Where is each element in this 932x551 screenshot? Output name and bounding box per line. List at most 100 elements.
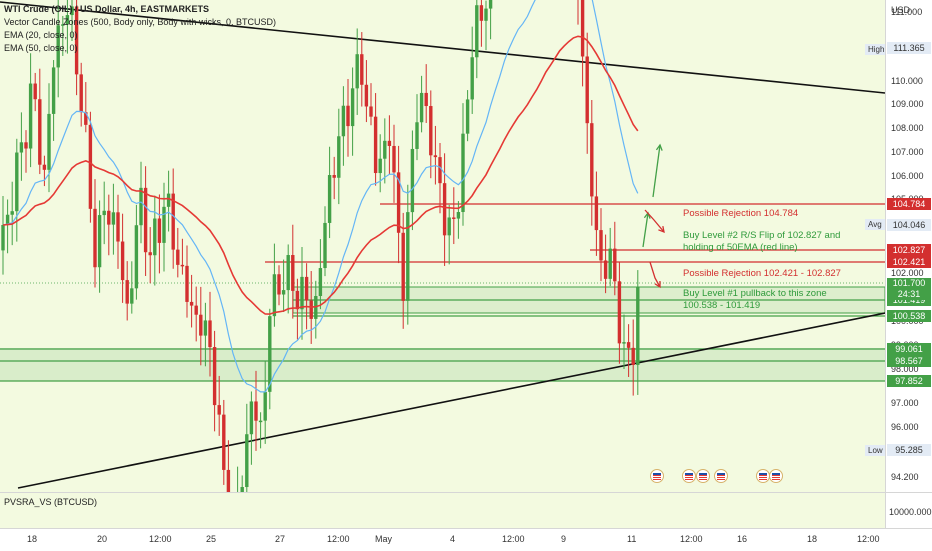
candle-body [369,106,373,117]
candle-body [199,314,203,336]
candle-body [107,210,111,225]
symbol-title[interactable]: WTI Crude (OIL) / US Dollar, 4h, EASTMAR… [4,4,210,14]
candle-body [24,142,28,149]
candle-body [442,183,447,236]
candle-body [286,255,290,291]
price-chart-canvas[interactable] [0,0,886,551]
candle-body [364,84,369,107]
candle-body [622,342,626,344]
candle-body [93,208,97,268]
time-tick-label: 20 [97,534,108,544]
current-price-value: 101.700 [892,278,926,288]
candle-body [323,222,327,269]
candle-body [171,193,175,250]
low-tag: Low [865,445,886,456]
time-tick-label: 12:00 [149,534,172,544]
currency-label[interactable]: USD [891,5,911,15]
candle-body [139,187,143,226]
annotation-buy-level-1-line1: Buy Level #1 pullback to this zone [683,288,827,299]
candle-body [111,212,116,225]
candle-body [203,320,208,336]
time-tick-label: 11 [627,534,637,544]
candle-body [419,92,424,123]
annotation-rejection-2: Possible Rejection 102.421 - 102.827 [683,268,841,279]
candle-body [263,391,267,421]
candle-body [88,124,93,209]
candle-body [157,218,162,243]
annotation-buy-level-2-line1: Buy Level #2 R/S Flip of 102.827 and [683,230,841,241]
candle-body [79,74,83,113]
pvsra-label[interactable]: PVSRA_VS (BTCUSD) [4,497,98,507]
candle-body [383,140,387,159]
annotation-buy-level-2-line2: holding of 50EMA (red line) [683,242,798,253]
us-flag-event-icon[interactable] [696,469,710,483]
level-price-label: 104.784 [887,198,931,210]
candle-body [272,274,277,317]
green-arrow-up-2-head [655,143,663,151]
candle-body [332,175,336,178]
candle-body [373,116,378,174]
candle-body [84,112,88,125]
candle-body [429,106,433,156]
candle-body [433,155,438,158]
ema-20-line [2,0,639,393]
pvsra-axis: 10000.000 [885,492,932,529]
price-tick-label: 108.000 [891,123,924,133]
time-tick-label: 12:00 [502,534,525,544]
ascending-trendline [17,312,886,489]
candle-body [254,401,258,421]
candle-body [309,300,313,319]
candle-body [392,145,396,173]
red-arrow-down-1-head [658,225,665,234]
candle-body [396,172,401,233]
time-tick-label: 4 [450,534,456,544]
indicator-ema-20[interactable]: EMA (20, close, 0) [4,30,78,40]
descending-trendline [0,1,886,94]
pvsra-pane[interactable]: PVSRA_VS (BTCUSD) [0,492,885,529]
candle-body [277,274,281,295]
us-flag-event-icon[interactable] [769,469,783,483]
us-flag-event-icon[interactable] [682,469,696,483]
us-flag-event-icon[interactable] [714,469,728,483]
candle-body [194,305,198,315]
candle-body [65,15,70,25]
candle-body [153,218,157,256]
candle-body [33,83,37,100]
candle-body [1,224,5,251]
candle-body [337,136,341,178]
price-tick-label: 94.200 [891,472,919,482]
time-tick-label: 9 [561,534,567,544]
low-value-label: 95.285 [887,444,931,456]
high-tag: High [865,44,888,55]
level-price-label: 100.538 [887,310,931,322]
candle-body [208,320,212,348]
candle-body [134,225,139,289]
current-price-label: 101.700 24:31 [887,278,931,300]
indicator-vector-candle-zones[interactable]: Vector Candle Zones (500, Body only, Bod… [4,17,276,27]
level-price-label: 102.421 [887,256,931,268]
price-axis[interactable]: USD 111.000 110.000 109.000 108.000 107.000 1… [885,0,932,528]
candle-body [148,252,152,256]
chart-pane[interactable]: WTI Crude (OIL) / US Dollar, 4h, EASTMAR… [0,0,888,551]
candle-body [130,288,134,304]
level-price-label: 102.827 [887,244,931,256]
us-flag-event-icon[interactable] [756,469,770,483]
us-flag-event-icon[interactable] [650,469,664,483]
candle-body [258,420,263,423]
candle-body [116,212,120,242]
candle-body [300,276,304,310]
time-tick-label: 27 [275,534,286,544]
candle-body [452,217,456,219]
candle-body [438,157,442,184]
candle-body [410,148,415,213]
indicator-ema-50[interactable]: EMA (50, close, 0) [4,43,78,53]
candle-body [38,99,42,165]
price-tick-label: 111.000 [891,7,923,17]
candle-body [47,113,51,170]
candle-body [590,123,594,197]
candle-body [70,6,74,16]
time-axis[interactable]: 18 20 12:00 25 27 12:00 May 4 12:00 9 11 12:00 16 18 1… [0,528,932,551]
candle-body [74,6,79,75]
candle-body [176,249,180,265]
red-arrow-down-1 [644,209,665,233]
